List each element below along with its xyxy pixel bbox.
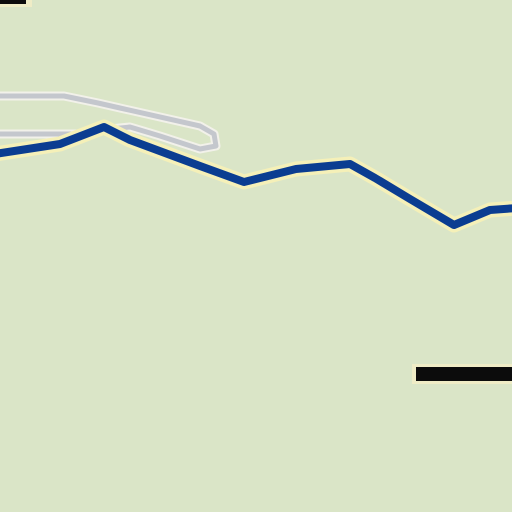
primary-road-line xyxy=(0,123,512,229)
primary-road[interactable] xyxy=(0,119,512,233)
corner-marker-fill xyxy=(0,0,26,4)
black-bar xyxy=(412,364,512,384)
corner-marker xyxy=(0,0,32,7)
black-bar-fill xyxy=(416,367,512,381)
